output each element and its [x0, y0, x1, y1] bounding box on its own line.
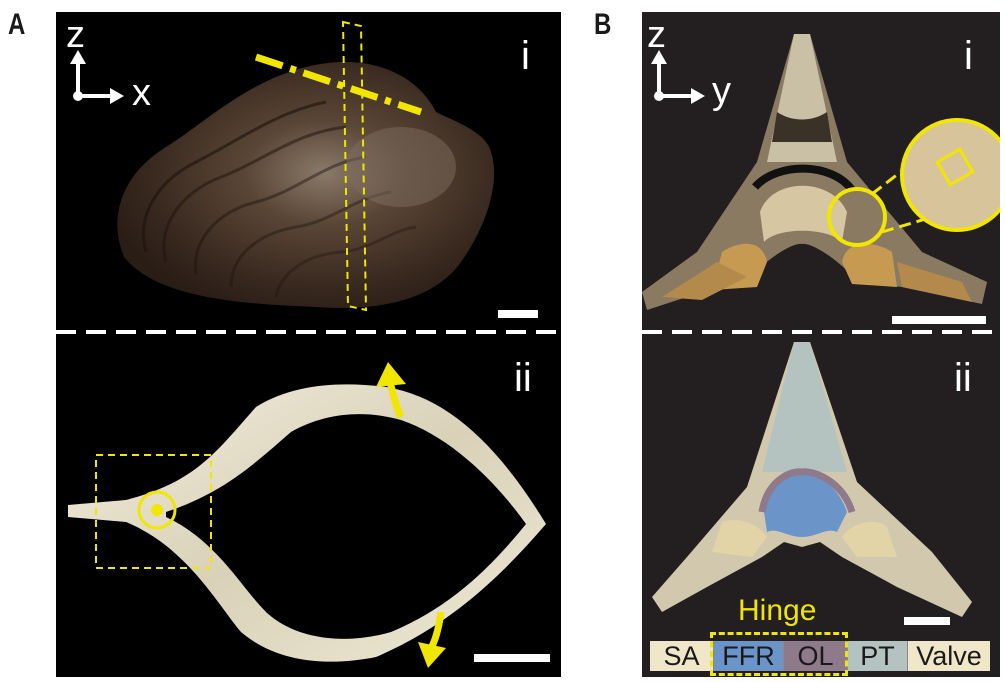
axis-arrows-b — [651, 50, 705, 104]
hinge-dot — [151, 504, 163, 516]
axis-label-x: x — [132, 72, 151, 114]
legend-pt: PT — [848, 641, 908, 671]
axis-label-z-a: z — [66, 14, 85, 56]
legend-sa: SA — [650, 641, 714, 671]
axis-label-y: y — [712, 70, 731, 112]
scale-bar-b-ii — [904, 617, 950, 625]
mussel-shell — [117, 62, 495, 308]
legend-ffr: FFR — [714, 641, 784, 671]
scale-bar-a-i — [498, 310, 538, 318]
panel-a: i z x ii — [56, 12, 561, 677]
hinge-cross-section-photo — [642, 34, 987, 310]
hinge-region-box — [95, 454, 212, 569]
subpanel-b-ii: ii — [954, 356, 972, 400]
hinge-circle — [137, 490, 177, 530]
axis-arrows-a — [70, 50, 124, 104]
legend-valve: Valve — [908, 641, 990, 671]
subpanel-a-ii: ii — [514, 356, 532, 400]
zoom-square — [935, 147, 975, 187]
hinge-schematic — [652, 342, 972, 617]
axis-label-z-b: z — [647, 14, 666, 56]
zoom-circle-large — [900, 118, 1000, 232]
subpanel-a-i: i — [521, 34, 530, 78]
zoom-circle-small — [827, 187, 887, 247]
hinge-bracket-box — [710, 632, 848, 676]
panel-letter-b: B — [594, 8, 612, 41]
scale-bar-b-i — [892, 316, 986, 324]
panel-letter-a: A — [8, 8, 26, 41]
hinge-axis-line — [254, 53, 423, 116]
panel-a-graphic — [56, 20, 561, 668]
scale-bar-a-ii — [474, 654, 550, 662]
panel-b-graphic — [642, 34, 1000, 617]
panel-b: i z y ii — [642, 12, 1000, 677]
shell-cross-section — [68, 384, 546, 662]
section-plane — [341, 20, 368, 312]
open-arrow-up — [386, 381, 405, 419]
subpanel-b-i: i — [964, 34, 973, 78]
legend-ol: OL — [784, 641, 848, 671]
hinge-label: Hinge — [738, 594, 817, 627]
